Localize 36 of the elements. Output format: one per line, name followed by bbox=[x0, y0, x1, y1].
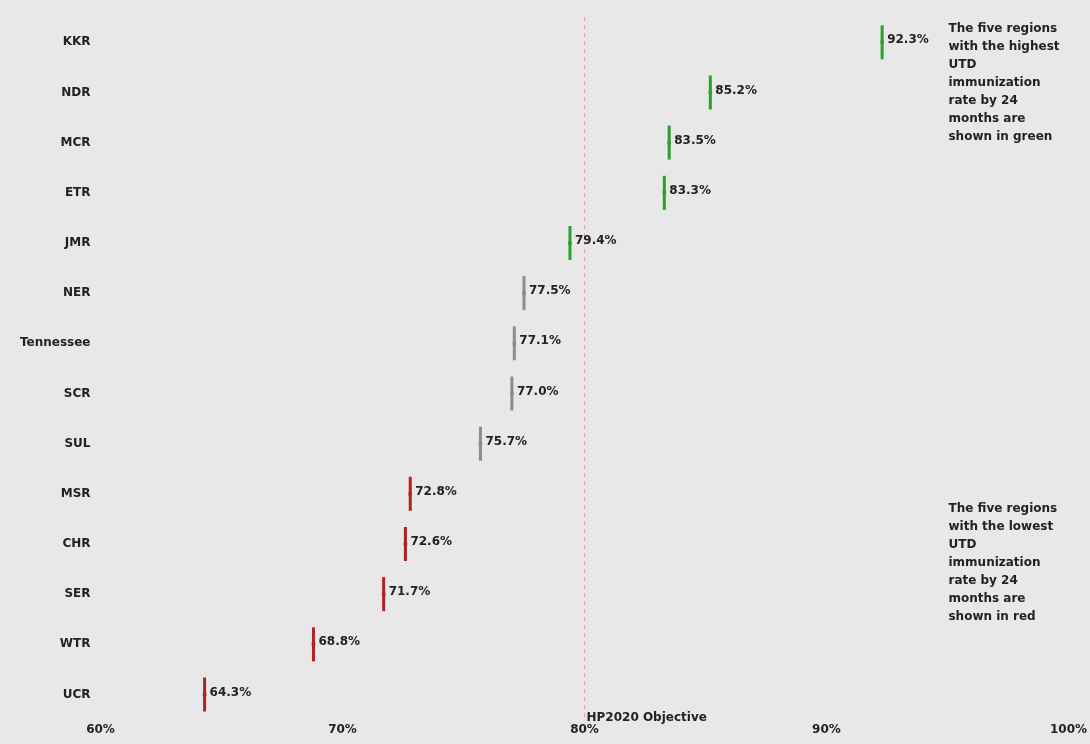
x-tick-label: 70% bbox=[328, 721, 357, 736]
y-tick-label: SCR bbox=[63, 385, 91, 400]
y-tick-label: UCR bbox=[62, 686, 91, 701]
y-tick-label: MCR bbox=[60, 134, 91, 149]
data-label: 75.7% bbox=[485, 433, 528, 448]
annotation: The five regions with the highest UTD immunization rate by 24 months are shown in green bbox=[948, 21, 1060, 144]
data-label: 83.3% bbox=[669, 182, 711, 197]
x-tick-label: 80% bbox=[570, 721, 599, 736]
data-label: 77.5% bbox=[528, 283, 571, 298]
y-tick-label: NER bbox=[63, 285, 91, 300]
y-tick-label: SUL bbox=[64, 435, 91, 450]
y-tick-label: JMR bbox=[63, 235, 91, 250]
y-tick-label: SER bbox=[64, 586, 91, 601]
y-tick-label: ETR bbox=[64, 184, 91, 199]
data-label: 71.7% bbox=[388, 584, 431, 599]
data-label: 83.5% bbox=[674, 132, 716, 147]
y-tick-label: WTR bbox=[59, 636, 91, 651]
data-label: 77.1% bbox=[519, 333, 561, 348]
y-tick-label: KKR bbox=[62, 34, 91, 49]
data-label: 72.8% bbox=[415, 483, 457, 498]
data-label: 85.2% bbox=[715, 82, 757, 97]
x-tick-label: 90% bbox=[812, 721, 841, 736]
data-label: 79.4% bbox=[574, 233, 617, 248]
data-label: 68.8% bbox=[318, 634, 361, 649]
data-label: 72.6% bbox=[410, 534, 453, 549]
data-label: 64.3% bbox=[209, 684, 252, 699]
data-label: 92.3% bbox=[887, 32, 929, 47]
y-tick-label: NDR bbox=[61, 84, 91, 99]
data-label: 77.0% bbox=[516, 383, 559, 398]
x-tick-label: 100% bbox=[1049, 721, 1087, 736]
y-tick-label: MSR bbox=[60, 485, 91, 500]
x-tick-label: 60% bbox=[86, 721, 115, 736]
y-tick-label: CHR bbox=[62, 536, 91, 551]
annotation: The five regions with the lowest UTD immunization rate by 24 months are shown in red bbox=[948, 501, 1058, 624]
y-tick-label: Tennessee bbox=[19, 335, 91, 350]
ref-line-label: HP2020 Objective bbox=[586, 709, 707, 724]
